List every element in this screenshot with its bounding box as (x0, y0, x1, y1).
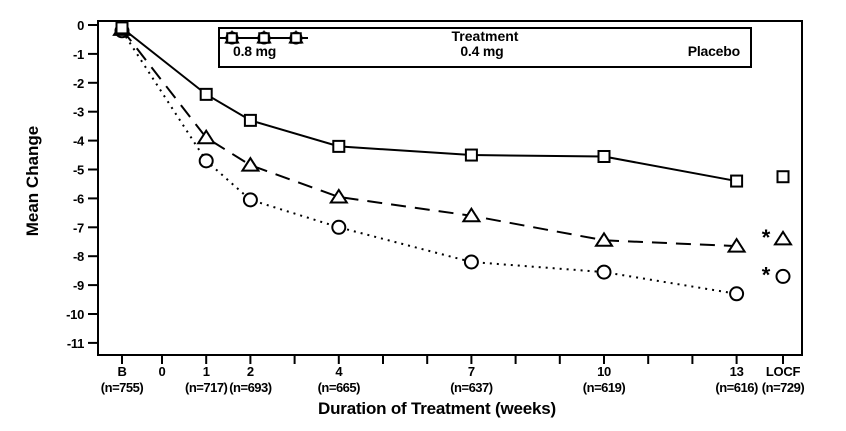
square-marker (332, 139, 346, 153)
plot-area (97, 20, 803, 356)
x-tick-label: 10 (597, 364, 611, 379)
square-marker (243, 113, 257, 127)
series-markers-placebo (115, 21, 744, 188)
x-n-label: (n=637) (450, 380, 493, 395)
significance-asterisk: * (762, 262, 771, 287)
y-tick-label: -4 (73, 134, 85, 149)
circle-marker (331, 219, 347, 235)
triangle-marker (240, 156, 261, 172)
x-n-label: (n=693) (229, 380, 272, 395)
circle-marker (463, 254, 479, 270)
square-marker (730, 174, 744, 188)
x-tick-label: 4 (335, 364, 343, 379)
y-tick-label: 0 (77, 18, 84, 33)
y-tick-label: -2 (73, 76, 84, 91)
legend-label: 0.4 mg (460, 43, 504, 59)
circle-marker (198, 153, 214, 169)
square-marker (597, 149, 611, 163)
triangle-marker (726, 237, 747, 253)
circle-marker (729, 286, 745, 302)
square-marker (226, 32, 238, 44)
square-marker (115, 21, 129, 35)
square-marker (199, 87, 213, 101)
y-tick-label: -7 (73, 220, 84, 235)
x-tick-label: LOCF (766, 364, 801, 379)
x-n-label: (n=619) (583, 380, 626, 395)
circle-marker (596, 264, 612, 280)
legend-title: Treatment (451, 28, 519, 44)
legend-label: 0.8 mg (233, 43, 277, 59)
square-marker (464, 148, 478, 162)
x-tick-label: 0 (159, 364, 166, 379)
y-axis-title: Mean Change (23, 125, 42, 237)
x-n-label: (n=729) (762, 380, 805, 395)
triangle-marker (328, 188, 349, 204)
legend-items: 0.8 mg 0.4 mg Placebo (220, 29, 750, 59)
legend-item-0.8mg: 0.8 mg (220, 31, 308, 59)
x-axis-title: Duration of Treatment (weeks) (318, 399, 556, 418)
legend: Treatment 0.8 mg 0.4 mg Placebo (218, 27, 752, 68)
x-tick-label: 1 (203, 364, 210, 379)
x-tick-label: 2 (247, 364, 254, 379)
triangle-marker (773, 230, 793, 246)
circle-marker (775, 268, 791, 284)
y-tick-label: -3 (73, 105, 84, 120)
y-tick-label: -5 (73, 163, 84, 178)
y-tick-label: -8 (73, 249, 84, 264)
significance-asterisk: * (762, 225, 771, 250)
square-marker (776, 170, 790, 184)
circle-marker (242, 192, 258, 208)
legend-label: Placebo (687, 43, 740, 59)
x-n-label: (n=616) (715, 380, 758, 395)
triangle-marker (461, 206, 482, 223)
y-tick-label: -11 (67, 336, 84, 351)
y-tick-label: -6 (73, 191, 84, 206)
y-tick-label: -9 (73, 278, 84, 293)
x-tick-label: 7 (468, 364, 475, 379)
x-tick-label: B (117, 364, 126, 379)
legend-item-placebo: Placebo (220, 32, 740, 59)
x-n-label: (n=665) (318, 380, 361, 395)
legend-item-0.4mg: 0.4 mg (220, 29, 504, 59)
y-tick-label: -1 (73, 47, 84, 62)
y-tick-label: -10 (66, 307, 84, 322)
square-marker (290, 32, 302, 44)
triangle-marker (196, 128, 217, 145)
triangle-marker (594, 231, 614, 247)
square-marker (258, 32, 270, 44)
x-n-label: (n=755) (101, 380, 144, 395)
x-tick-label: 13 (730, 364, 744, 379)
x-n-label: (n=717) (185, 380, 228, 395)
